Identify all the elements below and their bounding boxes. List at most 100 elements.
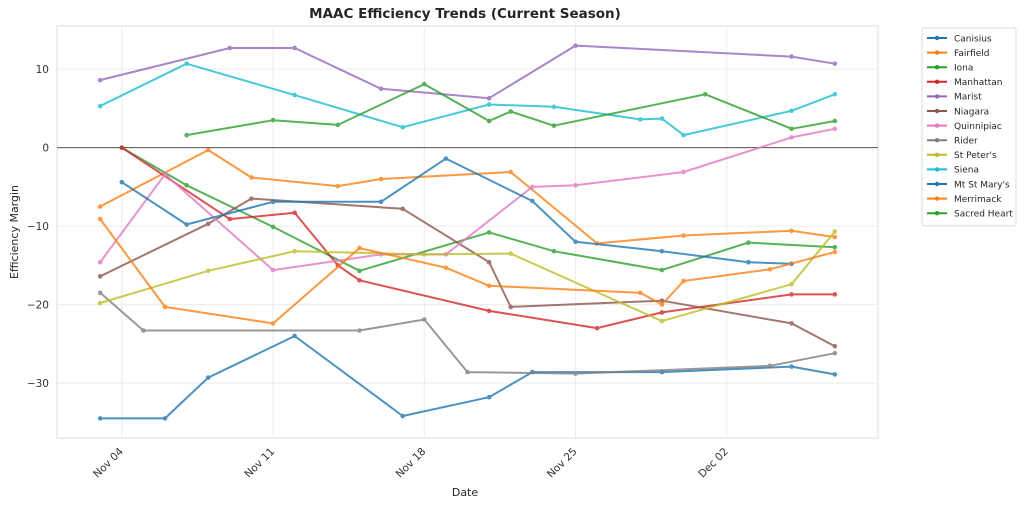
data-point-marist xyxy=(97,77,103,83)
legend-item: Fairfield xyxy=(927,49,990,59)
legend-item: Manhattan xyxy=(927,78,1002,88)
data-point-mt-st-mary-s xyxy=(443,156,449,161)
data-point-st-peter-s xyxy=(832,229,838,234)
data-point-iona xyxy=(659,267,665,273)
series-line-rider xyxy=(99,292,835,375)
legend-marker xyxy=(934,196,940,201)
data-point-quinnipiac xyxy=(270,267,276,273)
legend-label: Fairfield xyxy=(954,49,990,59)
series-layer xyxy=(97,43,838,421)
data-point-merrimack xyxy=(681,278,686,284)
legend-label: St Peter's xyxy=(954,151,997,161)
data-point-marist xyxy=(292,45,297,51)
series-siena xyxy=(97,61,838,138)
data-point-sacred-heart xyxy=(184,132,189,138)
legend-label: Sacred Heart xyxy=(954,210,1013,220)
chart-title: MAAC Efficiency Trends (Current Season) xyxy=(309,6,621,22)
legend-item: Merrimack xyxy=(927,195,1002,205)
data-point-niagara xyxy=(249,196,254,201)
data-point-siena xyxy=(97,103,103,109)
data-point-merrimack xyxy=(659,302,665,307)
data-point-iona xyxy=(357,268,362,274)
data-point-canisius xyxy=(789,364,794,369)
data-point-st-peter-s xyxy=(292,248,297,254)
data-point-merrimack xyxy=(162,304,168,310)
legend-item: Marist xyxy=(927,93,982,103)
legend-label: Niagara xyxy=(954,107,989,117)
data-point-niagara xyxy=(832,343,838,349)
data-point-marist xyxy=(832,61,838,66)
series-line-mt-st-mary-s xyxy=(121,157,792,265)
legend-marker xyxy=(934,211,940,216)
data-point-rider xyxy=(465,369,470,375)
data-point-sacred-heart xyxy=(270,117,276,123)
data-point-siena xyxy=(292,92,297,98)
data-point-iona xyxy=(270,224,276,230)
data-point-st-peter-s xyxy=(789,281,794,287)
data-point-siena xyxy=(638,117,643,122)
data-point-fairfield xyxy=(335,183,341,189)
data-point-marist xyxy=(378,86,384,92)
data-point-niagara xyxy=(400,206,405,212)
legend-marker xyxy=(934,108,940,114)
data-point-mt-st-mary-s xyxy=(659,248,665,254)
data-point-iona xyxy=(832,245,838,250)
data-point-canisius xyxy=(400,413,405,419)
series-rider xyxy=(97,290,838,376)
data-point-merrimack xyxy=(357,245,362,251)
data-point-rider xyxy=(832,350,838,356)
data-point-marist xyxy=(227,45,233,51)
legend-marker xyxy=(934,65,940,70)
data-point-manhattan xyxy=(594,325,600,331)
legend-item: Canisius xyxy=(927,34,992,44)
data-point-manhattan xyxy=(789,292,794,297)
series-line-st-peter-s xyxy=(99,230,836,323)
data-point-quinnipiac xyxy=(530,184,535,190)
data-point-sacred-heart xyxy=(508,109,514,114)
data-point-manhattan xyxy=(227,216,233,222)
data-point-st-peter-s xyxy=(659,318,665,324)
data-point-manhattan xyxy=(659,310,665,315)
data-point-fairfield xyxy=(97,204,103,209)
data-point-mt-st-mary-s xyxy=(378,199,384,205)
data-point-canisius xyxy=(292,333,297,339)
data-point-fairfield xyxy=(832,234,838,240)
data-point-rider xyxy=(421,317,427,322)
legend-marker xyxy=(934,181,940,187)
data-point-siena xyxy=(400,124,405,130)
data-point-merrimack xyxy=(486,283,492,289)
data-point-st-peter-s xyxy=(421,252,427,257)
y-axis-label: Efficiency Margin xyxy=(8,185,21,279)
series-line-fairfield xyxy=(99,149,835,245)
legend-label: Merrimack xyxy=(954,195,1002,205)
data-point-fairfield xyxy=(378,176,384,182)
data-point-st-peter-s xyxy=(205,268,211,274)
legend-marker xyxy=(934,79,940,85)
legend-marker xyxy=(934,35,940,41)
data-point-rider xyxy=(357,328,362,333)
legend-label: Rider xyxy=(954,137,978,147)
legend-box xyxy=(921,27,1017,227)
legend-label: Mt St Mary's xyxy=(954,180,1010,190)
data-point-merrimack xyxy=(270,321,276,326)
legend-marker xyxy=(934,152,940,157)
y-axis: −30 −20 −10 0 10 xyxy=(27,64,49,390)
data-point-rider xyxy=(141,328,146,333)
data-point-manhattan xyxy=(292,210,297,216)
data-point-merrimack xyxy=(638,290,643,296)
data-point-merrimack xyxy=(443,265,449,271)
data-point-sacred-heart xyxy=(789,126,794,132)
data-point-iona xyxy=(746,240,751,245)
legend-item: Siena xyxy=(927,166,979,176)
data-point-fairfield xyxy=(789,228,794,234)
grid xyxy=(57,26,878,438)
data-point-merrimack xyxy=(767,266,773,272)
data-point-canisius xyxy=(97,416,103,421)
data-point-siena xyxy=(184,61,189,66)
data-point-siena xyxy=(551,104,557,110)
data-point-niagara xyxy=(486,259,492,265)
data-point-canisius xyxy=(205,375,211,380)
data-point-sacred-heart xyxy=(551,123,557,128)
data-point-marist xyxy=(573,43,578,48)
x-tick-label: Nov 25 xyxy=(545,446,580,481)
